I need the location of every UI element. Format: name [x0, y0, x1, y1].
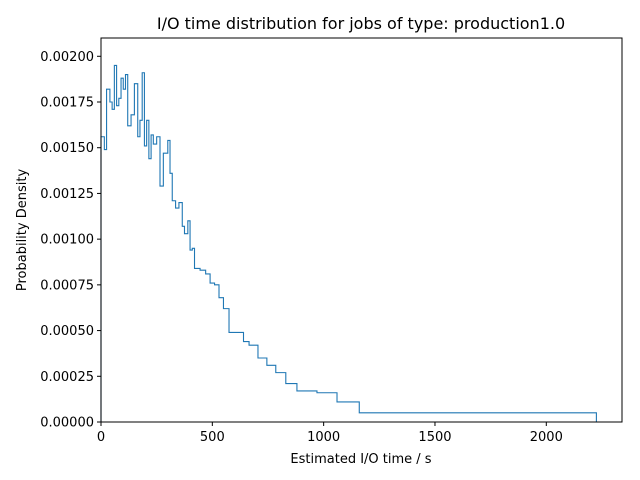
chart-title: I/O time distribution for jobs of type: … [157, 14, 565, 33]
y-tick-label: 0.00075 [40, 278, 94, 293]
x-tick-label: 2000 [530, 430, 563, 445]
axes-frame [100, 37, 623, 423]
x-tick-label: 0 [97, 430, 105, 445]
x-tick-label: 500 [200, 430, 225, 445]
axes: 0 500 1000 1500 2000 0.00000 0.00025 0.00050 0.0… [40, 37, 623, 445]
y-tick-label: 0.00025 [40, 370, 94, 385]
y-tick-label: 0.00050 [40, 324, 94, 339]
x-axis-label: Estimated I/O time / s [290, 452, 431, 467]
plot-area [100, 64, 597, 422]
y-tick-label: 0.00200 [40, 50, 94, 65]
y-tick-label: 0.00125 [40, 187, 94, 202]
histogram-step-line [100, 64, 597, 422]
x-tick-label: 1500 [418, 430, 451, 445]
y-tick-label: 0.00150 [40, 141, 94, 156]
y-axis-label: Probability Density [15, 169, 30, 292]
x-tick-label: 1000 [307, 430, 340, 445]
y-tick-label: 0.00100 [40, 233, 94, 248]
y-tick-label: 0.00175 [40, 96, 94, 111]
y-tick-label: 0.00000 [40, 416, 94, 431]
